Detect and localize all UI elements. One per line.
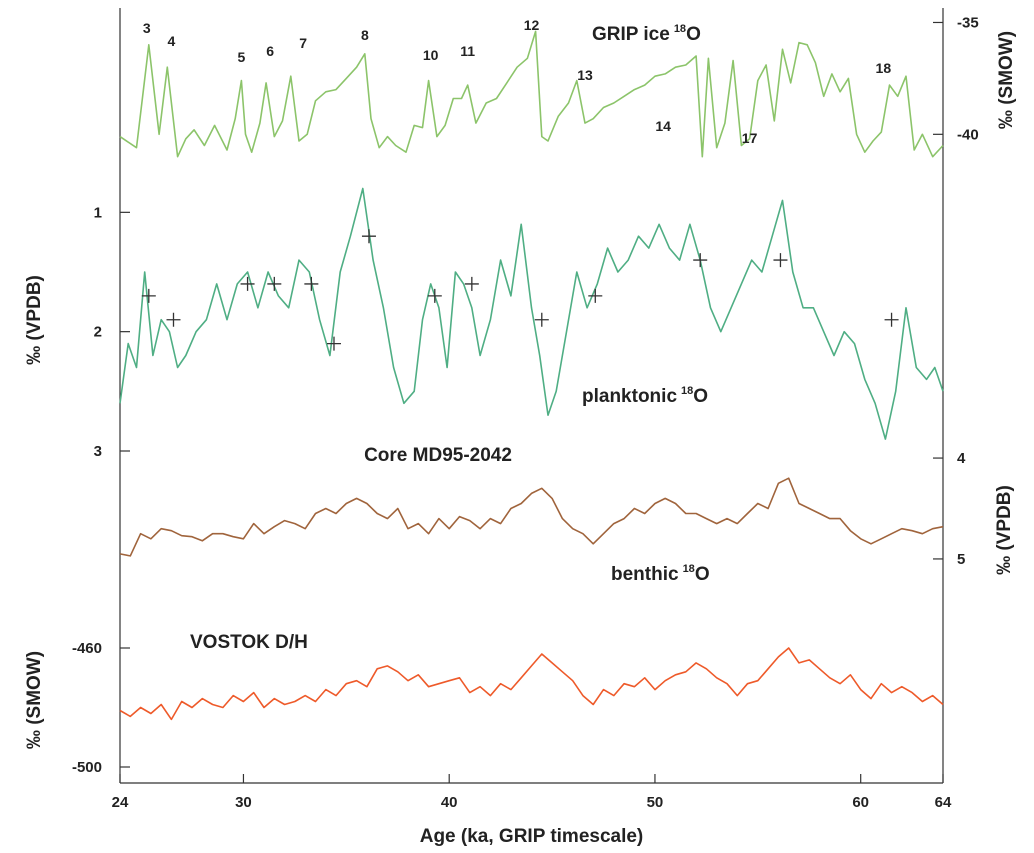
y-tick-label: 3 — [94, 443, 102, 460]
cross-marker — [166, 312, 181, 327]
event-label-18: 18 — [876, 60, 892, 76]
y-axis-title-2: ‰ (VPDB) — [994, 485, 1015, 575]
x-tick-label-24: 24 — [112, 794, 129, 811]
series-label-grip: GRIP ice 18O — [592, 23, 701, 45]
cross-marker — [427, 288, 442, 303]
x-axis-title: Age (ka, GRIP timescale) — [420, 826, 644, 847]
cross-marker — [534, 312, 549, 327]
cross-marker — [773, 253, 788, 268]
series-label-planktonic: planktonic 18O — [582, 385, 708, 407]
y-tick-label: 2 — [94, 324, 102, 341]
cross-marker — [464, 276, 479, 291]
series-label-vostok: VOSTOK D/H — [190, 632, 308, 653]
series-label-benthic: benthic 18O — [611, 563, 710, 585]
x-tick-label-64: 64 — [935, 794, 952, 811]
core-label: Core MD95-2042 — [364, 445, 512, 466]
event-label-14: 14 — [655, 118, 671, 134]
event-label-7: 7 — [299, 35, 307, 51]
marker-layer — [141, 229, 899, 351]
cross-marker — [304, 276, 319, 291]
event-label-11: 11 — [460, 43, 475, 59]
y-axis-title-3: ‰ (SMOW) — [24, 651, 45, 749]
x-tick-label-30: 30 — [235, 794, 252, 811]
x-tick-label-40: 40 — [441, 794, 458, 811]
series-line-0 — [119, 30, 944, 158]
cross-marker — [588, 288, 603, 303]
event-label-3: 3 — [143, 20, 151, 36]
series-line-2 — [119, 477, 944, 557]
y-tick-label: -40 — [957, 126, 979, 143]
y-tick-label: -35 — [957, 14, 979, 31]
event-label-8: 8 — [361, 27, 369, 43]
y-tick-label: -460 — [72, 640, 102, 657]
event-label-5: 5 — [237, 49, 245, 65]
cross-marker — [240, 276, 255, 291]
event-label-4: 4 — [168, 33, 176, 49]
cross-marker — [326, 336, 341, 351]
event-label-13: 13 — [577, 67, 593, 83]
y-tick-label: 5 — [957, 551, 965, 568]
series-line-1 — [119, 187, 944, 440]
y-tick-label: 4 — [957, 450, 966, 467]
event-label-10: 10 — [423, 47, 439, 63]
event-label-12: 12 — [524, 17, 540, 33]
x-tick-label-50: 50 — [647, 794, 664, 811]
cross-marker — [693, 253, 708, 268]
event-label-17: 17 — [742, 130, 758, 146]
cross-marker — [141, 288, 156, 303]
series-line-3 — [119, 647, 944, 721]
cross-marker — [361, 229, 376, 244]
series-layer — [119, 30, 944, 721]
label-layer: Age (ka, GRIP timescale) ‰ (SMOW) ‰ (VPDB)… — [24, 23, 1017, 847]
y-tick-label: -500 — [72, 759, 102, 776]
x-tick-label-60: 60 — [852, 794, 869, 811]
event-label-6: 6 — [266, 43, 274, 59]
y-tick-label: 1 — [94, 204, 102, 221]
y-axis-title-1: ‰ (VPDB) — [24, 275, 45, 365]
y-axis-title-0: ‰ (SMOW) — [996, 31, 1017, 129]
event-label-layer: 3 4 5 6 7 8 10 11 12 13 14 17 18 — [143, 17, 891, 146]
cross-marker — [884, 312, 899, 327]
cross-marker — [267, 276, 282, 291]
